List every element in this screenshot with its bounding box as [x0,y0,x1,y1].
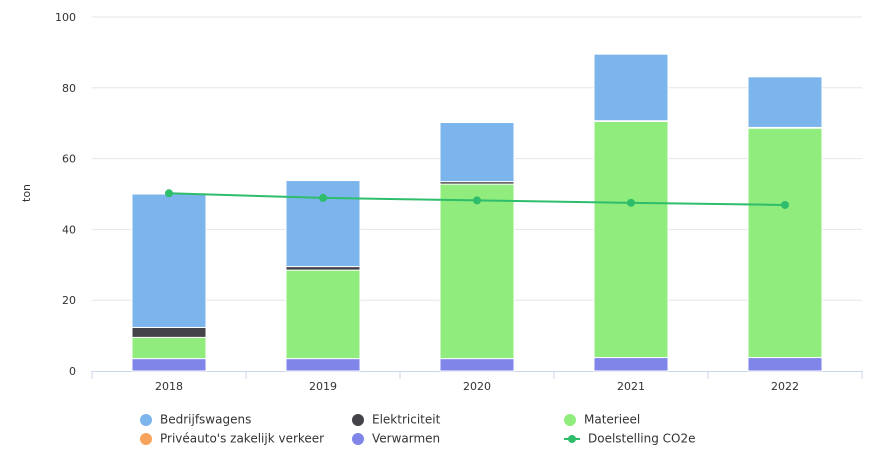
legend-label: Verwarmen [372,431,441,446]
priveauto-swatch-icon [140,432,152,445]
bar-segment-elektriciteit[interactable] [285,266,361,271]
y-axis-label: ton [20,184,33,202]
legend-label: Materieel [584,412,641,427]
bar-segment-verwarmen[interactable] [285,358,361,372]
x-tick-label: 2020 [463,380,491,393]
legend-item-bedrijfswagens[interactable]: Bedrijfswagens [140,410,251,428]
y-tick-label: 40 [62,223,76,236]
y-axis: 0 20 40 60 80 100 [55,11,76,378]
legend-item-priveauto[interactable]: Privéauto's zakelijk verkeer [140,429,324,447]
bar-segment-materieel[interactable] [131,336,207,360]
target-line-point[interactable] [781,200,789,209]
legend-label: Doelstelling CO2e [588,431,696,446]
x-tick-label: 2019 [309,380,337,393]
bar-segment-verwarmen[interactable] [593,357,669,372]
y-tick-label: 60 [62,153,76,166]
target-line-point[interactable] [319,193,327,202]
bar-segment-materieel[interactable] [285,269,361,360]
bar-segment-verwarmen[interactable] [131,358,207,372]
legend-item-elektriciteit[interactable]: Elektriciteit [352,410,440,428]
target-line-point[interactable] [627,198,635,207]
legend-item-materieel[interactable]: Materieel [564,410,640,428]
bar-segment-bedrijfswagens[interactable] [439,121,515,183]
legend-label: Bedrijfswagens [160,412,252,427]
bar-segment-bedrijfswagens[interactable] [747,76,823,128]
target-line-point[interactable] [473,196,481,205]
bars [131,53,823,372]
legend-item-verwarmen[interactable]: Verwarmen [352,429,440,447]
legend-item-doelstelling[interactable]: Doelstelling CO2e [564,429,696,447]
materieel-swatch-icon [564,413,576,426]
x-tick-label: 2021 [617,380,645,393]
bar-segment-materieel[interactable] [747,127,823,359]
bar-segment-materieel[interactable] [439,183,515,360]
legend-label: Elektriciteit [372,412,441,427]
bedrijfswagens-swatch-icon [140,413,152,426]
y-tick-label: 20 [62,294,76,307]
bar-segment-elektriciteit[interactable] [131,326,207,338]
x-axis: 2018 2019 2020 2021 2022 [91,371,863,393]
x-tick-label: 2022 [771,380,799,393]
bar-segment-verwarmen[interactable] [439,358,515,372]
bar-segment-verwarmen[interactable] [747,357,823,372]
doelstelling-line-icon [564,434,580,443]
legend-label: Privéauto's zakelijk verkeer [160,431,325,446]
x-tick-label: 2018 [155,380,183,393]
bar-segment-materieel[interactable] [593,120,669,359]
elektriciteit-swatch-icon [352,413,364,426]
bar-segment-bedrijfswagens[interactable] [593,53,669,122]
target-line-point[interactable] [165,189,173,198]
bar-segment-bedrijfswagens[interactable] [131,193,207,328]
y-tick-label: 100 [55,11,76,24]
y-tick-label: 80 [62,82,76,95]
y-tick-label: 0 [69,365,76,378]
target-line [165,189,789,209]
bar-segment-bedrijfswagens[interactable] [285,180,361,268]
verwarmen-swatch-icon [352,432,364,445]
